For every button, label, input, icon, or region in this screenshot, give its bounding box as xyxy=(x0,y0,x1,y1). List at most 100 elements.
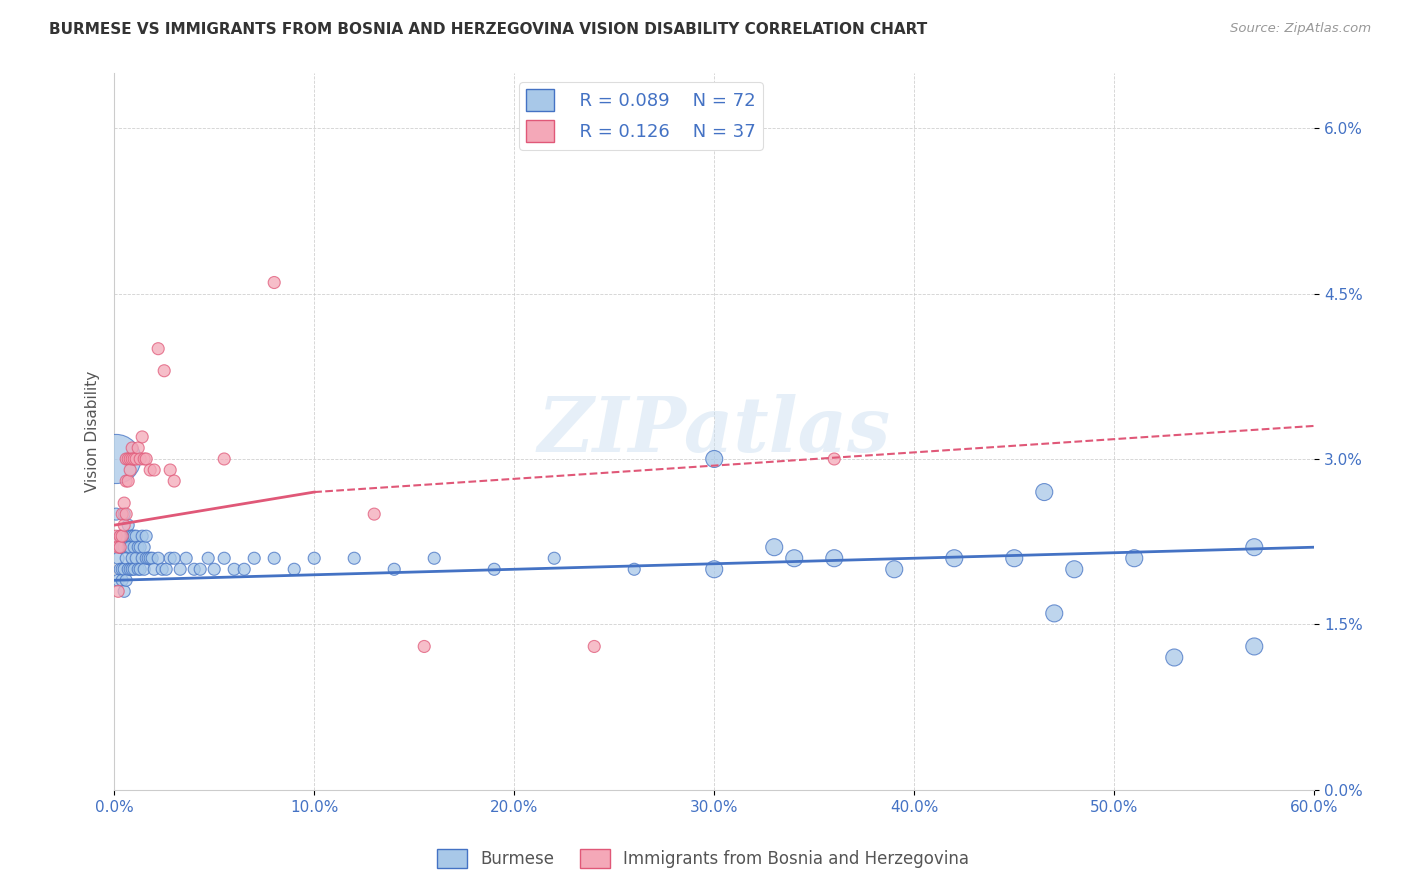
Point xyxy=(131,430,153,444)
Point xyxy=(188,562,211,576)
Point xyxy=(823,551,845,566)
Point xyxy=(155,562,177,576)
Point xyxy=(108,529,131,543)
Point xyxy=(135,452,157,467)
Point xyxy=(121,452,143,467)
Point xyxy=(107,574,129,588)
Point xyxy=(115,574,138,588)
Point xyxy=(143,562,166,576)
Point xyxy=(263,276,285,290)
Point xyxy=(120,540,142,554)
Point xyxy=(135,551,157,566)
Point xyxy=(283,562,305,576)
Point xyxy=(212,551,235,566)
Point xyxy=(135,529,157,543)
Point xyxy=(423,551,446,566)
Point xyxy=(163,551,186,566)
Point xyxy=(112,540,135,554)
Point xyxy=(823,452,845,467)
Point xyxy=(583,640,606,654)
Point xyxy=(224,562,246,576)
Point xyxy=(169,562,191,576)
Point xyxy=(107,584,129,599)
Point xyxy=(1033,485,1056,500)
Point xyxy=(763,540,786,554)
Point xyxy=(148,342,170,356)
Point xyxy=(1163,650,1185,665)
Point xyxy=(107,540,129,554)
Text: BURMESE VS IMMIGRANTS FROM BOSNIA AND HERZEGOVINA VISION DISABILITY CORRELATION : BURMESE VS IMMIGRANTS FROM BOSNIA AND HE… xyxy=(49,22,928,37)
Point xyxy=(136,551,159,566)
Point xyxy=(143,463,166,477)
Point xyxy=(127,441,149,455)
Point xyxy=(108,540,131,554)
Legend:   R = 0.089    N = 72,   R = 0.126    N = 37: R = 0.089 N = 72, R = 0.126 N = 37 xyxy=(519,82,763,150)
Point xyxy=(111,540,134,554)
Point xyxy=(125,529,148,543)
Point xyxy=(1243,640,1265,654)
Point xyxy=(382,562,405,576)
Point xyxy=(129,562,152,576)
Point xyxy=(115,507,138,521)
Point xyxy=(108,562,131,576)
Point xyxy=(131,529,153,543)
Point xyxy=(105,507,128,521)
Point xyxy=(127,562,149,576)
Point xyxy=(1243,540,1265,554)
Point xyxy=(543,551,565,566)
Point xyxy=(107,551,129,566)
Point xyxy=(112,518,135,533)
Point xyxy=(141,551,163,566)
Point xyxy=(117,474,139,488)
Point xyxy=(105,452,128,467)
Point xyxy=(121,529,143,543)
Point xyxy=(120,463,142,477)
Point xyxy=(212,452,235,467)
Point xyxy=(134,540,156,554)
Legend: Burmese, Immigrants from Bosnia and Herzegovina: Burmese, Immigrants from Bosnia and Herz… xyxy=(430,842,976,875)
Point xyxy=(1043,607,1066,621)
Point xyxy=(343,551,366,566)
Point xyxy=(129,540,152,554)
Point xyxy=(122,540,145,554)
Point xyxy=(623,562,645,576)
Point xyxy=(484,562,506,576)
Point xyxy=(111,507,134,521)
Point xyxy=(150,562,173,576)
Point xyxy=(163,474,186,488)
Point xyxy=(105,529,128,543)
Point xyxy=(120,562,142,576)
Point xyxy=(1002,551,1025,566)
Point xyxy=(125,551,148,566)
Point xyxy=(108,529,131,543)
Point xyxy=(139,551,162,566)
Point xyxy=(117,452,139,467)
Point xyxy=(115,551,138,566)
Point xyxy=(1123,551,1146,566)
Point xyxy=(122,529,145,543)
Point xyxy=(112,584,135,599)
Point xyxy=(117,540,139,554)
Point xyxy=(159,463,181,477)
Point xyxy=(127,540,149,554)
Text: Source: ZipAtlas.com: Source: ZipAtlas.com xyxy=(1230,22,1371,36)
Point xyxy=(112,507,135,521)
Point xyxy=(413,640,436,654)
Point xyxy=(122,452,145,467)
Point xyxy=(129,452,152,467)
Point xyxy=(131,551,153,566)
Point xyxy=(117,562,139,576)
Point xyxy=(263,551,285,566)
Point xyxy=(111,529,134,543)
Point xyxy=(111,574,134,588)
Point xyxy=(703,452,725,467)
Point xyxy=(783,551,806,566)
Point xyxy=(115,452,138,467)
Point xyxy=(233,562,256,576)
Point xyxy=(174,551,197,566)
Point xyxy=(148,551,170,566)
Point xyxy=(115,474,138,488)
Point xyxy=(115,529,138,543)
Point xyxy=(197,551,219,566)
Y-axis label: Vision Disability: Vision Disability xyxy=(86,371,100,492)
